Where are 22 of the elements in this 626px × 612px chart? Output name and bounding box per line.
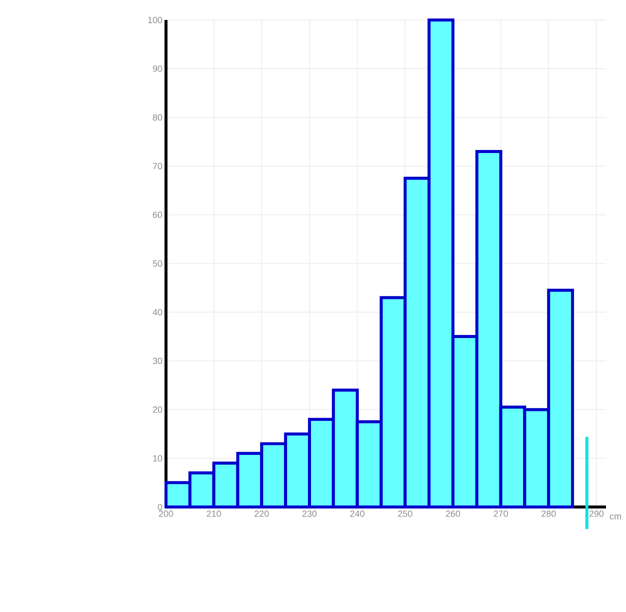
x-tick-label: 210 bbox=[206, 510, 221, 517]
y-tick-label: 20 bbox=[152, 406, 162, 413]
y-tick-label: 90 bbox=[152, 66, 162, 72]
x-tick-label: 250 bbox=[398, 510, 412, 517]
y-tick-label: 30 bbox=[152, 358, 162, 364]
y-tick-label: 80 bbox=[152, 114, 162, 121]
y-tick-label: 50 bbox=[152, 260, 162, 267]
y-tick-label: 60 bbox=[152, 212, 162, 218]
y-tick-label: 10 bbox=[153, 455, 162, 462]
x-tick-label: 240 bbox=[350, 510, 364, 517]
x-axis-title: cm bbox=[610, 514, 621, 520]
y-tick-label: 100 bbox=[148, 16, 162, 24]
y-tick-label: 70 bbox=[152, 162, 162, 170]
x-tick-label: 270 bbox=[494, 510, 508, 517]
y-tick-label: 40 bbox=[152, 309, 162, 316]
x-tick-label: 260 bbox=[446, 510, 460, 517]
x-tick-label: 280 bbox=[542, 510, 556, 517]
y-tick-label: 0 bbox=[158, 504, 162, 510]
x-tick-label: 290 bbox=[589, 510, 604, 517]
x-tick-label: 230 bbox=[302, 510, 317, 517]
x-tick-label: 200 bbox=[158, 510, 174, 517]
x-tick-label: 220 bbox=[254, 510, 269, 517]
